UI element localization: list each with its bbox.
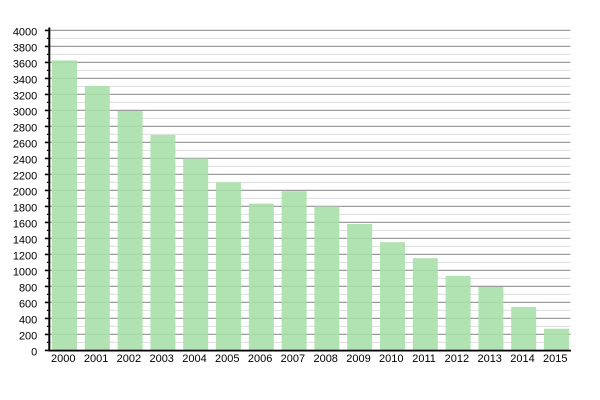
svg-text:2012: 2012	[445, 353, 469, 365]
svg-text:2015: 2015	[543, 353, 567, 365]
svg-text:2006: 2006	[248, 353, 272, 365]
svg-text:2000: 2000	[51, 353, 75, 365]
svg-text:800: 800	[19, 282, 37, 294]
svg-text:4000: 4000	[13, 26, 37, 38]
svg-text:3200: 3200	[13, 90, 37, 102]
svg-text:1000: 1000	[13, 266, 37, 278]
svg-text:2600: 2600	[13, 138, 37, 150]
svg-text:2002: 2002	[117, 353, 141, 365]
svg-text:0: 0	[31, 346, 37, 358]
svg-text:400: 400	[19, 314, 37, 326]
svg-text:3000: 3000	[13, 106, 37, 118]
svg-text:3600: 3600	[13, 58, 37, 70]
svg-text:3800: 3800	[13, 42, 37, 54]
svg-text:2010: 2010	[379, 353, 403, 365]
svg-text:2001: 2001	[84, 353, 108, 365]
svg-text:2013: 2013	[477, 353, 501, 365]
svg-text:1400: 1400	[13, 234, 37, 246]
svg-text:1800: 1800	[13, 202, 37, 214]
svg-text:200: 200	[19, 330, 37, 342]
svg-text:2005: 2005	[215, 353, 239, 365]
svg-text:600: 600	[19, 298, 37, 310]
svg-text:2011: 2011	[412, 353, 436, 365]
svg-text:2008: 2008	[313, 353, 337, 365]
svg-text:2400: 2400	[13, 154, 37, 166]
svg-text:2014: 2014	[510, 353, 534, 365]
svg-text:2800: 2800	[13, 122, 37, 134]
svg-text:1600: 1600	[13, 218, 37, 230]
svg-text:2007: 2007	[281, 353, 305, 365]
svg-text:2200: 2200	[13, 170, 37, 182]
svg-text:3400: 3400	[13, 74, 37, 86]
svg-text:1200: 1200	[13, 250, 37, 262]
svg-text:2000: 2000	[13, 186, 37, 198]
svg-text:2003: 2003	[149, 353, 173, 365]
svg-text:2004: 2004	[182, 353, 206, 365]
svg-text:2009: 2009	[346, 353, 370, 365]
